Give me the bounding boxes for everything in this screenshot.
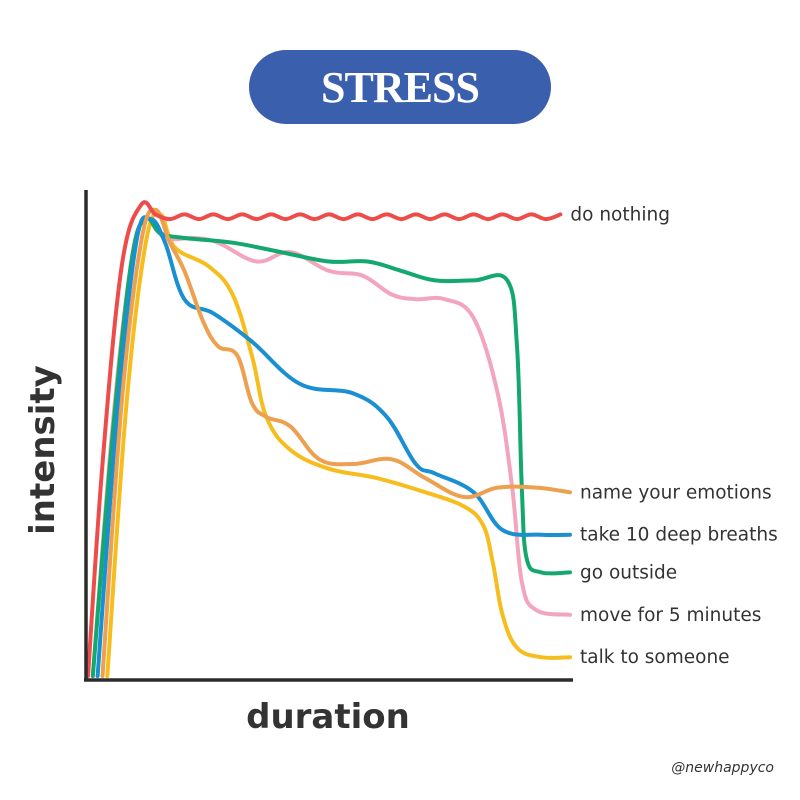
series-line-talk-to-someone: [105, 211, 572, 678]
series-label-move-for-5-minutes: move for 5 minutes: [580, 605, 761, 626]
series-line-do-nothing: [86, 200, 563, 678]
series-labels: do nothing name your emotions take 10 deep…: [570, 204, 777, 668]
series-line-go-outside: [90, 216, 572, 678]
title-pill: STRESS: [249, 50, 551, 124]
series-line-name-your-emotions: [100, 207, 572, 678]
y-axis-label: intensity: [23, 365, 63, 535]
series-line-take-10-deep-breaths: [95, 215, 572, 678]
series-label-take-10-deep-breaths: take 10 deep breaths: [580, 525, 778, 546]
series-line-move-for-5-minutes: [90, 216, 572, 678]
series-label-do-nothing: do nothing: [570, 204, 670, 225]
watermark: @newhappyco: [671, 760, 774, 776]
series-label-talk-to-someone: talk to someone: [580, 647, 730, 668]
series-label-go-outside: go outside: [580, 562, 677, 583]
x-axis-label: duration: [246, 697, 410, 737]
series-label-name-your-emotions: name your emotions: [580, 482, 772, 503]
page-title: STRESS: [321, 62, 480, 112]
plot-lines: [86, 200, 572, 678]
